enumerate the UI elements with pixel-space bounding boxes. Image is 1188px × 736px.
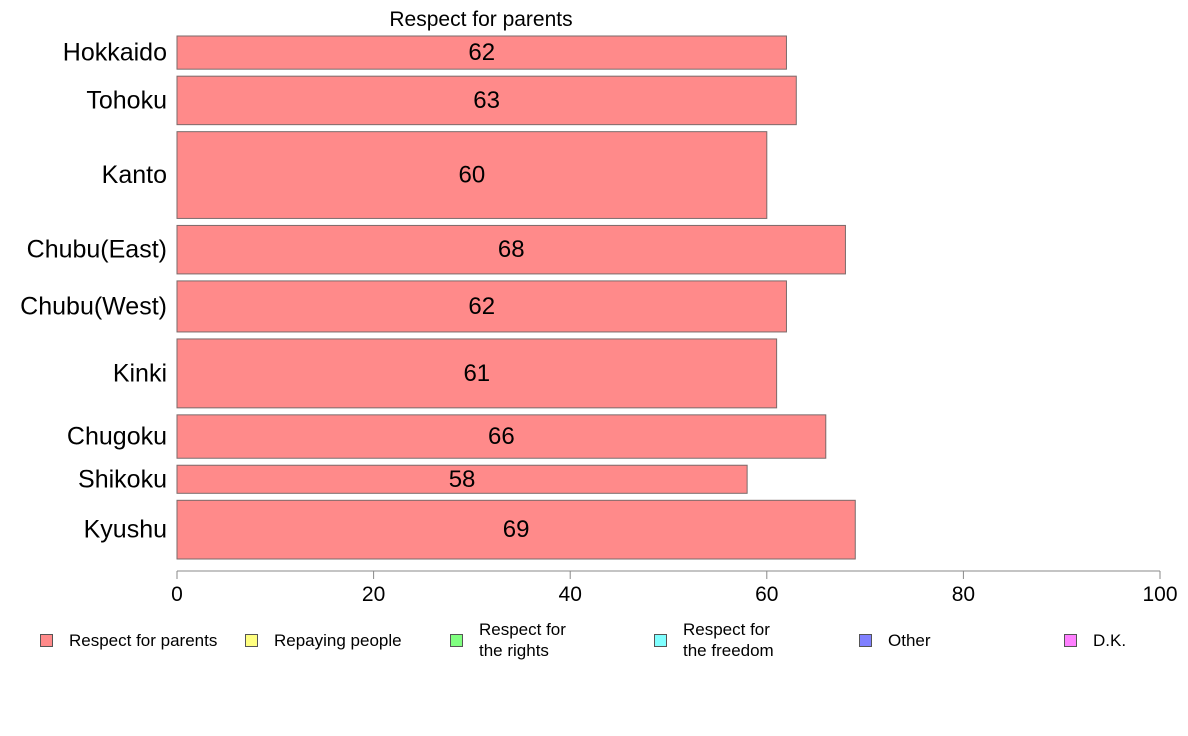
legend-swatch xyxy=(859,634,872,647)
legend-swatch xyxy=(450,633,463,647)
category-label: Chugoku xyxy=(67,423,167,451)
legend-item: Repaying people xyxy=(245,630,402,651)
bar-kyushu xyxy=(176,499,856,560)
value-label: 68 xyxy=(498,236,525,263)
category-label: Chubu(East) xyxy=(27,236,167,264)
bar-hokkaido xyxy=(176,35,787,70)
bars-group: Hokkaido 62 Tohoku 63 Kanto 60 Chubu(East) 68 Ch… xyxy=(20,35,856,560)
value-label: 61 xyxy=(463,360,490,387)
bar-kinki xyxy=(176,338,778,409)
value-label: 62 xyxy=(468,293,495,320)
legend-item: Respect for the rights xyxy=(450,619,566,661)
category-label: Kyushu xyxy=(84,516,167,544)
legend-label: D.K. xyxy=(1093,631,1127,650)
bar-shikoku xyxy=(176,464,748,494)
value-label: 63 xyxy=(473,87,500,114)
legend-swatch xyxy=(40,634,53,647)
legend-item: Respect for parents xyxy=(40,630,217,651)
x-tick-label: 100 xyxy=(1142,583,1177,606)
category-label: Kanto xyxy=(102,161,167,189)
legend-item: Respect for the freedom xyxy=(654,619,774,661)
x-tick-label: 40 xyxy=(559,583,582,606)
legend-label: Respect for the rights xyxy=(479,620,566,660)
legend-label: Respect for the freedom xyxy=(683,620,774,660)
value-label: 69 xyxy=(503,516,530,543)
legend-swatch xyxy=(245,634,258,647)
category-label: Shikoku xyxy=(78,465,167,493)
legend-label: Repaying people xyxy=(274,631,402,650)
bar-kanto xyxy=(176,131,768,219)
x-axis: 0 20 40 60 80 100 xyxy=(171,570,1178,606)
legend-item: D.K. xyxy=(1064,630,1126,651)
legend-label: Respect for parents xyxy=(69,631,218,650)
category-label: Tohoku xyxy=(86,86,167,114)
legend-item: Other xyxy=(859,630,931,651)
bar-chubu-east xyxy=(176,224,846,275)
x-tick-label: 80 xyxy=(952,583,975,606)
x-tick-label: 0 xyxy=(171,583,183,606)
x-tick-label: 60 xyxy=(755,583,778,606)
value-label: 60 xyxy=(459,162,486,189)
value-label: 66 xyxy=(488,423,515,450)
chart-title: Respect for parents xyxy=(389,8,572,31)
legend-swatch xyxy=(654,633,667,647)
category-label: Hokkaido xyxy=(63,39,167,67)
bar-chugoku xyxy=(176,414,827,459)
legend: Respect for parents Repaying people Respec… xyxy=(0,615,1188,675)
value-label: 58 xyxy=(449,466,476,493)
category-label: Chubu(West) xyxy=(20,292,167,320)
bar-chart: Respect for parents Hokkaido 62 Tohoku 63 Ka… xyxy=(20,8,1178,606)
bar-tohoku xyxy=(176,75,797,126)
legend-label: Other xyxy=(888,631,931,650)
x-tick-label: 20 xyxy=(362,583,385,606)
category-label: Kinki xyxy=(113,359,167,387)
value-label: 62 xyxy=(468,39,495,66)
legend-swatch xyxy=(1064,634,1077,647)
bar-chubu-west xyxy=(176,280,787,333)
